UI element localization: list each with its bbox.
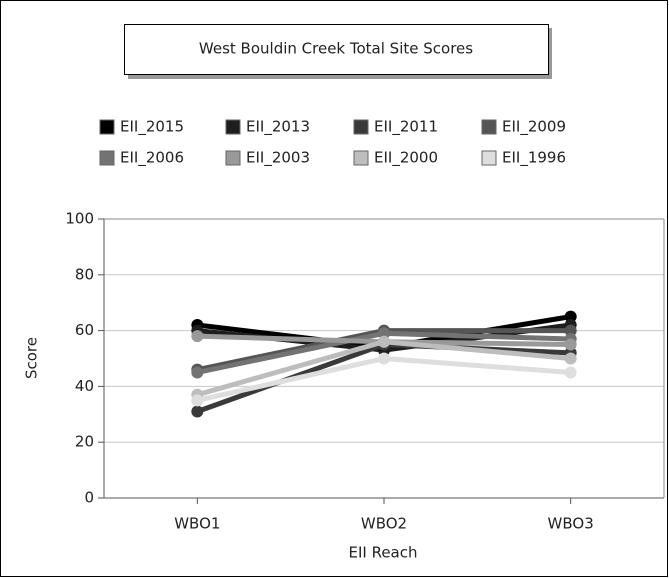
x-tick-label: WBO2 xyxy=(361,515,407,533)
legend-swatch xyxy=(99,119,115,135)
legend-label: EII_2000 xyxy=(374,149,438,168)
x-tick-label: WBO1 xyxy=(174,515,220,533)
title-box xyxy=(124,24,549,75)
y-tick-label: 60 xyxy=(75,321,94,339)
point xyxy=(191,405,204,418)
point xyxy=(378,335,390,348)
point xyxy=(564,310,577,323)
legend-swatch xyxy=(481,119,497,135)
y-tick-label: 20 xyxy=(75,433,94,451)
point xyxy=(564,338,577,351)
y-tick-label: 0 xyxy=(84,489,94,507)
legend-swatch xyxy=(225,119,241,135)
point xyxy=(378,352,390,365)
legend-label: EII_1996 xyxy=(502,149,566,168)
point xyxy=(191,394,204,407)
point xyxy=(564,366,577,379)
legend-label: EII_2009 xyxy=(502,118,566,137)
legend-label: EII_2015 xyxy=(120,118,184,137)
legend-label: EII_2006 xyxy=(120,149,184,168)
legend-swatch xyxy=(481,150,497,166)
point xyxy=(191,366,204,379)
legend-swatch xyxy=(99,150,115,166)
point xyxy=(564,352,577,365)
y-tick-label: 40 xyxy=(75,377,94,395)
x-axis-label: EII Reach xyxy=(348,544,417,562)
y-tick-label: 80 xyxy=(75,265,94,283)
y-tick-label: 100 xyxy=(65,210,94,228)
legend-swatch xyxy=(353,119,369,135)
x-tick-label: WBO3 xyxy=(548,515,594,533)
legend-label: EII_2013 xyxy=(246,118,310,137)
legend-swatch xyxy=(225,150,241,166)
legend-label: EII_2011 xyxy=(374,118,438,137)
y-axis-label: Score xyxy=(23,337,41,379)
point xyxy=(378,327,390,340)
point xyxy=(564,324,577,337)
point xyxy=(191,330,204,343)
chart-title: West Bouldin Creek Total Site Scores xyxy=(199,40,473,58)
legend-label: EII_2003 xyxy=(246,149,310,168)
legend-swatch xyxy=(353,150,369,166)
